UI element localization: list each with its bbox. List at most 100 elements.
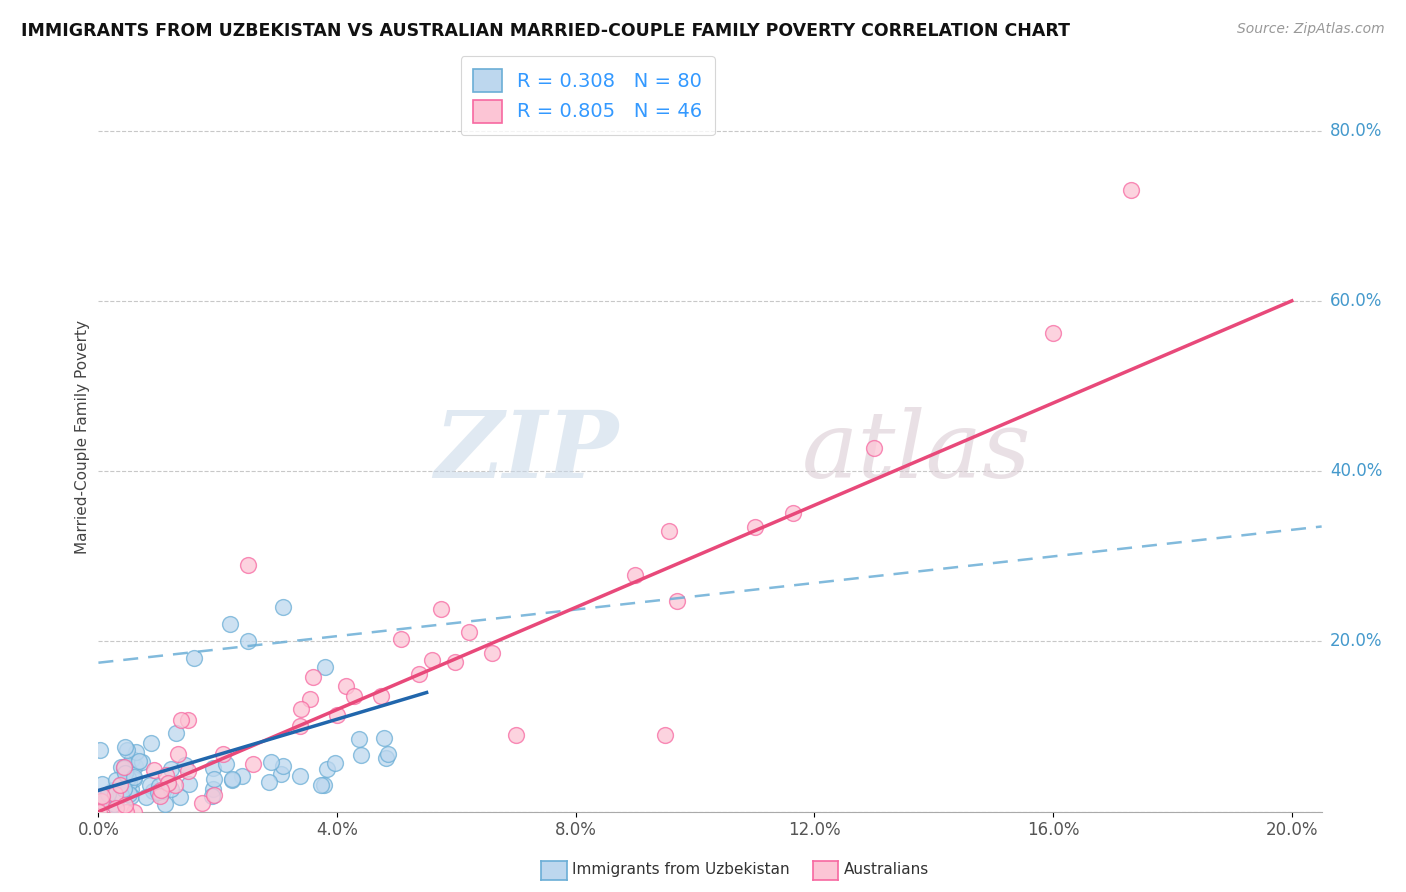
Point bbox=[124, 805, 146, 819]
Point bbox=[183, 651, 205, 665]
Point bbox=[91, 794, 114, 808]
Point bbox=[98, 787, 121, 801]
Point bbox=[174, 758, 197, 772]
Point bbox=[91, 791, 114, 805]
Point bbox=[148, 779, 170, 793]
Point bbox=[218, 617, 240, 632]
Point bbox=[97, 788, 120, 802]
Point bbox=[105, 801, 128, 815]
Point bbox=[149, 787, 172, 801]
Legend: R = 0.308   N = 80, R = 0.805   N = 46: R = 0.308 N = 80, R = 0.805 N = 46 bbox=[461, 56, 714, 136]
Point bbox=[408, 667, 430, 681]
Point bbox=[121, 752, 143, 766]
Point bbox=[420, 653, 443, 667]
Point bbox=[176, 713, 198, 727]
Point bbox=[125, 746, 148, 760]
Point bbox=[169, 790, 191, 805]
Point bbox=[142, 784, 165, 798]
Point bbox=[89, 743, 111, 757]
Point bbox=[430, 601, 453, 615]
Point bbox=[191, 797, 214, 811]
Point bbox=[118, 787, 141, 801]
Point bbox=[782, 506, 804, 520]
Point bbox=[103, 782, 125, 797]
Point bbox=[104, 787, 127, 801]
Point bbox=[349, 747, 371, 762]
Point bbox=[163, 778, 186, 792]
Point bbox=[138, 778, 160, 792]
Point bbox=[375, 751, 398, 765]
Point bbox=[104, 782, 127, 797]
Y-axis label: Married-Couple Family Poverty: Married-Couple Family Poverty bbox=[75, 320, 90, 554]
Point bbox=[157, 777, 180, 791]
Point bbox=[149, 782, 172, 797]
Point bbox=[122, 772, 145, 786]
Point bbox=[302, 670, 325, 684]
Point bbox=[242, 756, 264, 771]
Point bbox=[444, 655, 467, 669]
Point bbox=[115, 759, 138, 773]
Point bbox=[112, 760, 135, 774]
Point bbox=[131, 755, 153, 769]
Point bbox=[112, 761, 135, 775]
Point bbox=[314, 778, 336, 792]
Point bbox=[202, 772, 225, 786]
Point bbox=[215, 756, 238, 771]
Point bbox=[105, 773, 128, 788]
Point bbox=[170, 713, 193, 727]
Point bbox=[212, 747, 235, 762]
Text: 40.0%: 40.0% bbox=[1330, 462, 1382, 480]
Point bbox=[166, 747, 188, 762]
Point bbox=[122, 770, 145, 784]
Point bbox=[115, 743, 138, 757]
Text: ZIP: ZIP bbox=[434, 407, 619, 497]
Point bbox=[159, 782, 181, 797]
Point bbox=[148, 785, 170, 799]
Point bbox=[87, 805, 110, 819]
Point bbox=[149, 789, 172, 804]
Point bbox=[128, 755, 150, 769]
Point bbox=[155, 768, 177, 782]
Point bbox=[179, 777, 201, 791]
Point bbox=[110, 760, 132, 774]
Point bbox=[481, 646, 503, 660]
Point bbox=[377, 747, 399, 761]
Point bbox=[389, 632, 412, 647]
Point bbox=[1042, 326, 1064, 340]
Point bbox=[221, 772, 243, 786]
Text: Source: ZipAtlas.com: Source: ZipAtlas.com bbox=[1237, 22, 1385, 37]
Point bbox=[159, 762, 181, 776]
Point bbox=[744, 519, 766, 533]
Point bbox=[108, 788, 131, 802]
Point bbox=[153, 797, 176, 811]
Point bbox=[202, 761, 225, 775]
Point bbox=[257, 775, 280, 789]
Text: atlas: atlas bbox=[801, 407, 1031, 497]
Point bbox=[98, 789, 121, 804]
Point bbox=[505, 728, 527, 742]
Point bbox=[323, 756, 346, 770]
Point bbox=[94, 793, 117, 807]
Point bbox=[236, 634, 259, 648]
Point bbox=[271, 759, 294, 773]
Point bbox=[260, 755, 283, 769]
Point bbox=[90, 794, 112, 808]
Text: 60.0%: 60.0% bbox=[1330, 292, 1382, 310]
Point bbox=[165, 726, 187, 740]
Point bbox=[120, 789, 142, 803]
Point bbox=[177, 764, 200, 779]
Point bbox=[316, 762, 339, 776]
Point bbox=[117, 771, 139, 785]
Point bbox=[200, 789, 222, 804]
Point bbox=[114, 766, 136, 780]
Point bbox=[135, 789, 157, 804]
Text: 80.0%: 80.0% bbox=[1330, 121, 1382, 139]
Point bbox=[124, 759, 146, 773]
Point bbox=[863, 441, 886, 455]
Point bbox=[335, 679, 357, 693]
Point bbox=[270, 767, 292, 781]
Point bbox=[288, 769, 311, 783]
Point bbox=[288, 718, 311, 732]
Point bbox=[1119, 183, 1142, 197]
Point bbox=[115, 805, 138, 819]
